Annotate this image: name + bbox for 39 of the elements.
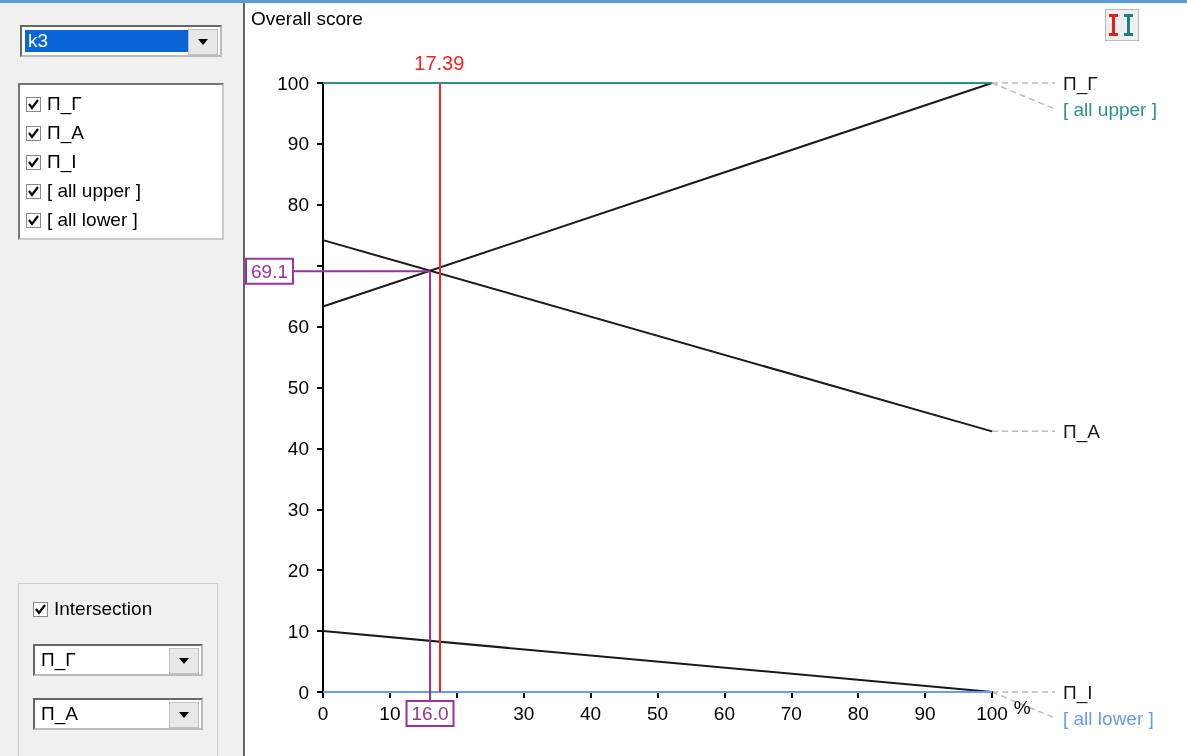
x-tick-label: 80 bbox=[847, 703, 869, 724]
x-tick-label: 60 bbox=[713, 703, 735, 724]
text: k3 bbox=[25, 30, 188, 52]
x-tick-label: 0 bbox=[317, 703, 329, 724]
annotation: 69.1 bbox=[251, 260, 288, 282]
text: П_Г bbox=[41, 649, 76, 670]
text: [ all upper ] bbox=[1063, 98, 1157, 120]
y-tick-label: 0 bbox=[298, 681, 309, 703]
y-tick-label: 10 bbox=[287, 620, 309, 642]
x-tick-label: 100 bbox=[976, 703, 1008, 724]
y-tick-label: 50 bbox=[287, 377, 309, 398]
x-tick-label: 70 bbox=[780, 703, 802, 724]
text: П_I bbox=[1063, 681, 1093, 704]
y-tick-label: 80 bbox=[287, 194, 309, 216]
y-tick-label: 90 bbox=[287, 133, 309, 155]
text: [ all lower ] bbox=[1063, 707, 1154, 729]
x-tick-label: 50 bbox=[646, 703, 669, 724]
y-tick-label: 20 bbox=[287, 559, 309, 581]
text: П_Г bbox=[47, 93, 82, 114]
text: [ all lower ] bbox=[47, 209, 138, 230]
x-tick-label: 90 bbox=[914, 703, 936, 724]
x-tick-label: 40 bbox=[580, 703, 602, 724]
text: П_Г bbox=[1063, 72, 1098, 95]
ref-line-label: 17.39 bbox=[414, 52, 465, 74]
y-axis-title: Overall score bbox=[251, 8, 363, 29]
text: Intersection bbox=[53, 598, 153, 620]
y-tick-label: 100 bbox=[277, 72, 309, 94]
y-tick-label: 40 bbox=[287, 437, 309, 459]
y-tick-label: 60 bbox=[287, 316, 309, 338]
text: П_I bbox=[47, 151, 77, 172]
x-tick-label: 10 bbox=[379, 703, 401, 724]
x-axis-title: % bbox=[1013, 697, 1031, 718]
y-tick-label: 30 bbox=[287, 498, 309, 520]
text: [ all upper ] bbox=[47, 180, 141, 201]
text: П_А bbox=[41, 703, 78, 724]
x-tick-label: 30 bbox=[513, 703, 535, 724]
text: П_А bbox=[47, 122, 84, 143]
annotation: 16.0 bbox=[411, 703, 449, 724]
text: П_А bbox=[1063, 420, 1101, 443]
